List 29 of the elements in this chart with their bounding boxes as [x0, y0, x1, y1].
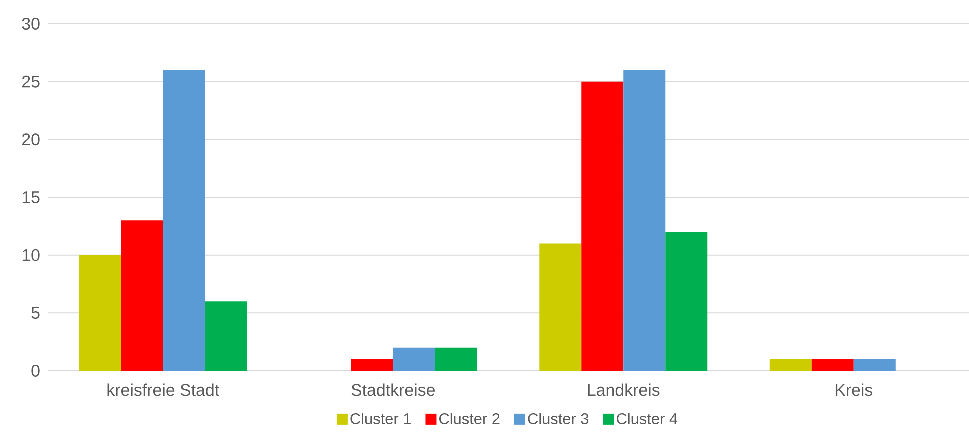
bar	[205, 302, 248, 371]
bar	[854, 359, 896, 371]
bar	[351, 359, 394, 371]
x-tick-label: kreisfreie Stadt	[108, 384, 220, 396]
legend-label: Cluster 3	[528, 413, 589, 424]
legend-label: Cluster 1	[350, 413, 411, 424]
y-tick-label: 10	[22, 249, 40, 262]
y-tick-label: 15	[22, 192, 40, 204]
bar	[812, 359, 854, 371]
y-tick-label: 5	[32, 307, 40, 320]
bar	[666, 232, 708, 371]
y-tick-label: 20	[22, 134, 40, 146]
bar	[163, 70, 206, 371]
x-tick-label: Landkreis	[588, 384, 660, 396]
bar	[393, 348, 436, 371]
bar	[540, 244, 582, 371]
legend-label: Cluster 2	[440, 413, 500, 424]
bar	[624, 70, 666, 371]
bar	[121, 220, 164, 371]
legend-label: Cluster 4	[617, 413, 678, 424]
x-tick-label: Stadtkreise	[352, 384, 435, 396]
y-tick-label: 30	[22, 18, 40, 30]
bar	[582, 82, 624, 371]
bar	[435, 348, 478, 371]
y-tick-label: 25	[22, 76, 40, 88]
bar	[79, 255, 122, 371]
x-tick-label: Kreis	[836, 384, 873, 396]
y-tick-label: 0	[32, 365, 40, 377]
bar	[770, 359, 812, 371]
